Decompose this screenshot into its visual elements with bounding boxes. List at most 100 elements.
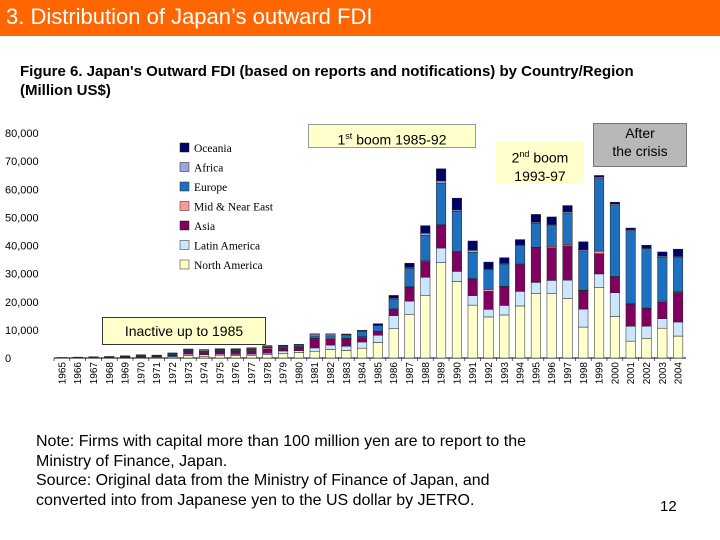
note-line-2: Ministry of Finance, Japan. [36,452,228,470]
x-tick-label: 1986 [389,362,400,385]
bar-segment-north-america-1997 [562,298,573,359]
bar-segment-oceania-1996 [546,216,557,225]
chart-bars [56,168,684,359]
bar-segment-asia-1973 [183,351,194,355]
bar-segment-oceania-2004 [673,248,684,257]
legend-swatch-europe [179,181,190,192]
y-tick-label: 20,000 [5,297,39,309]
bar-segment-north-america-1989 [436,262,447,359]
bar-segment-europe-1980 [293,344,304,347]
page-title: 3. Distribution of Japan’s outward FDI [6,4,373,29]
x-tick-label: 2002 [642,362,653,385]
legend-swatch-oceania [179,142,190,153]
x-tick-label: 1969 [121,362,132,385]
bar-segment-africa-1991 [467,250,478,253]
y-tick-label: 60,000 [5,184,39,196]
bar-segment-europe-1983 [341,335,352,339]
chart-axes: 0 10,000 20,000 30,000 40,000 50,000 60,000 70,… [5,128,686,384]
bar-segment-africa-1981 [309,333,320,337]
bar-segment-europe-1995 [530,223,541,248]
figure-title: Figure 6. Japan's Outward FDI (based on … [20,63,634,99]
bar-segment-europe-2004 [673,257,684,293]
x-tick-label: 1999 [595,362,606,385]
x-tick-label: 1997 [563,362,574,385]
bar-segment-europe-1998 [578,250,589,291]
bar-segment-asia-1974 [199,352,210,355]
boom2-suffix: nd [519,149,530,159]
y-tick-label: 50,000 [5,212,39,224]
x-tick-label: 1973 [184,362,195,385]
bar-segment-asia-1990 [451,251,462,272]
bar-segment-north-america-1983 [341,350,352,359]
bar-segment-north-america-1974 [199,356,210,359]
bar-segment-latin-america-1980 [293,350,304,353]
bar-segment-latin-america-1995 [530,282,541,294]
bar-segment-north-america-1988 [420,295,431,359]
bar-segment-latin-america-2000 [609,292,620,317]
boom2-label: boom [529,149,569,166]
bar-segment-asia-1976 [230,351,241,355]
bar-segment-europe-1992 [483,269,494,290]
bar-segment-asia-1994 [515,263,526,292]
bar-segment-mid-near-east-1999 [594,250,605,254]
bar-segment-oceania-1990 [451,197,462,211]
bar-segment-asia-1982 [325,338,336,346]
x-tick-label: 2000 [610,362,621,385]
x-tick-label: 1993 [500,362,511,385]
bar-segment-north-america-1993 [499,314,510,359]
boom1-suffix: st [345,131,353,141]
bar-segment-mid-near-east-1992 [483,289,494,292]
bar-segment-latin-america-1985 [372,334,383,343]
bar-segment-oceania-2002 [641,244,652,249]
x-tick-label: 1970 [136,362,147,385]
bar-segment-oceania-1994 [515,239,526,246]
bar-segment-north-america-2002 [641,338,652,359]
bar-segment-asia-1979 [278,347,289,352]
x-tick-label: 1992 [484,362,495,385]
x-tick-label: 1977 [247,362,258,385]
boom2-years: 1993-97 [514,167,566,184]
x-tick-label: 1987 [405,362,416,385]
header-bar: 3. Distribution of Japan’s outward FDI [0,0,720,36]
bar-segment-europe-2003 [657,256,668,302]
legend-label-europe: Europe [194,182,227,194]
note-line-1: Note: Firms with capital more than 100 m… [36,433,526,450]
bar-segment-asia-2002 [641,308,652,327]
bar-segment-latin-america-1993 [499,305,510,316]
bar-segment-europe-2001 [625,230,636,304]
bar-segment-asia-1995 [530,247,541,283]
bar-segment-north-america-1985 [372,342,383,359]
bar-segment-north-america-1986 [388,328,399,359]
bar-segment-latin-america-1984 [357,341,368,349]
legend-label-africa: Africa [194,163,223,175]
bar-segment-latin-america-2003 [657,318,668,329]
x-tick-label: 1978 [263,362,274,385]
bar-segment-asia-1988 [420,261,431,278]
bar-segment-oceania-1983 [341,333,352,335]
bar-segment-latin-america-1992 [483,309,494,318]
x-tick-label: 1985 [373,362,384,385]
bar-segment-north-america-1999 [594,287,605,359]
y-tick-label: 70,000 [5,156,39,168]
bar-segment-north-america-1975 [214,354,225,359]
bar-segment-asia-1985 [372,331,383,336]
bar-segment-latin-america-1991 [467,295,478,306]
bar-segment-asia-1996 [546,247,557,281]
x-tick-label: 1972 [168,362,179,385]
bar-segment-europe-1985 [372,325,383,332]
bar-segment-africa-1989 [436,180,447,184]
bar-segment-oceania-1992 [483,261,494,270]
x-tick-label: 1983 [342,362,353,385]
bar-segment-asia-2000 [609,276,620,293]
boom1-callout: 1st boom 1985-92 [308,124,476,148]
bar-segment-oceania-1986 [388,295,399,299]
bar-segment-europe-1994 [515,245,526,264]
bar-segment-europe-2000 [609,205,620,277]
note-line-3: Source: Original data from the Ministry … [36,472,490,489]
bar-segment-latin-america-1989 [436,247,447,263]
chart-legend: Oceania Africa Europe Mid & Near East Asia La… [179,142,274,272]
bar-segment-europe-1982 [325,335,336,339]
bar-segment-asia-1989 [436,224,447,249]
legend-swatch-latin-america [179,240,190,250]
bar-segment-north-america-1973 [183,355,194,359]
